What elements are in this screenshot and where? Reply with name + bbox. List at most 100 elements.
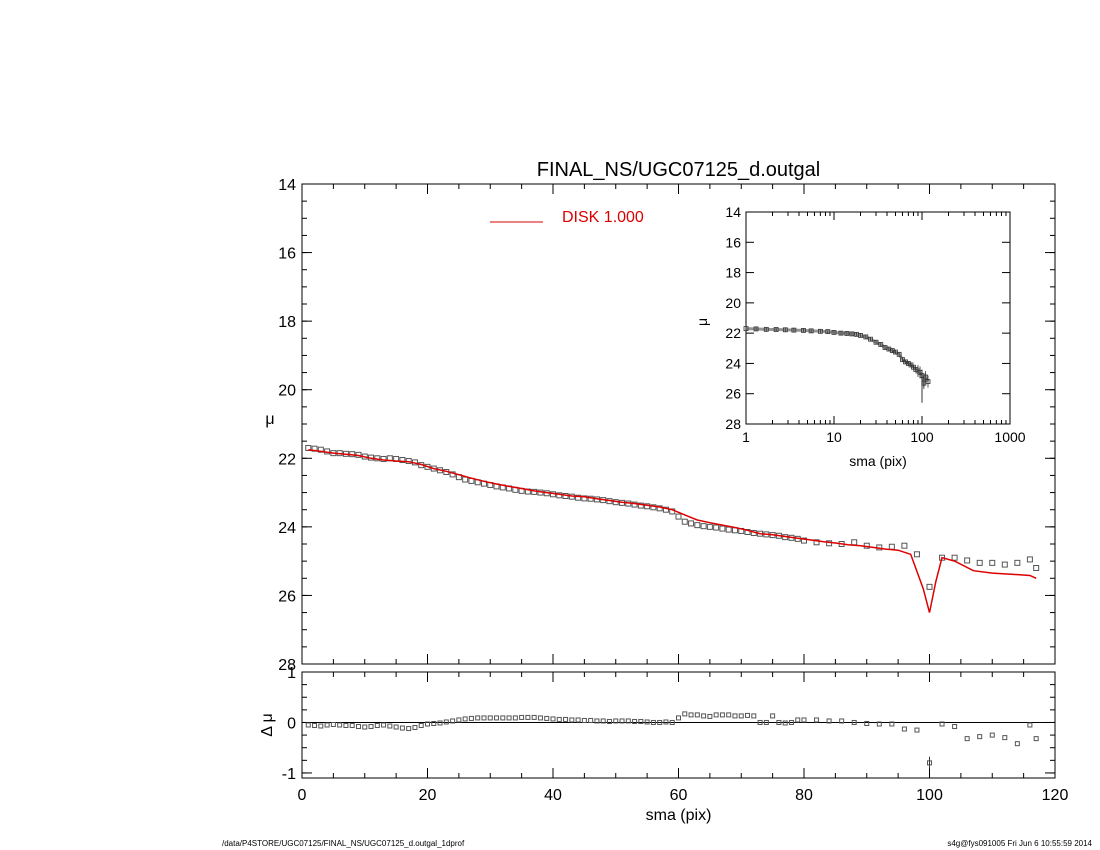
inset-point (849, 331, 855, 337)
observed-point (575, 494, 582, 501)
y-tick-label: 28 (278, 657, 296, 674)
residual-point (343, 723, 349, 729)
inset-point (863, 334, 869, 340)
inset-y-tick-label: 20 (725, 295, 741, 311)
observed-point (462, 476, 469, 483)
residual-point (663, 719, 669, 725)
inset-y-tick-label: 22 (725, 325, 741, 341)
inset-point (873, 339, 879, 345)
residual-point (939, 721, 945, 727)
residual-point (349, 723, 355, 729)
observed-point (675, 513, 682, 520)
chart-title: FINAL_NS/UGC07125_d.outgal (537, 159, 821, 181)
residual-point (676, 715, 681, 721)
inset-y-tick-label: 18 (725, 265, 741, 281)
residual-y-tick-label: -1 (282, 766, 296, 783)
residual-point (876, 721, 882, 727)
residual-point (337, 722, 343, 728)
observed-point (813, 539, 820, 546)
y-tick-label: 14 (278, 177, 296, 194)
y-tick-label: 22 (278, 451, 296, 468)
residual-point (393, 724, 399, 730)
residual-point (450, 718, 456, 724)
residual-point (839, 718, 845, 724)
residual-point (588, 717, 594, 723)
inset-point (782, 327, 788, 333)
y-tick-label: 16 (278, 246, 296, 263)
observed-point (801, 537, 807, 544)
residual-point (826, 718, 832, 724)
residual-point (355, 724, 361, 730)
residual-point (544, 715, 550, 721)
residual-point (506, 715, 512, 721)
inset-point (905, 361, 911, 366)
residual-point (443, 719, 449, 725)
model-line (308, 448, 1037, 613)
residual-point (312, 723, 318, 729)
observed-point (725, 526, 732, 533)
observed-point (913, 551, 920, 558)
inset-point (831, 329, 837, 335)
residual-point (644, 719, 650, 725)
residual-point (519, 714, 525, 720)
residual-point (1027, 722, 1033, 728)
residual-point (650, 719, 656, 725)
residual-point (330, 721, 336, 727)
observed-point (719, 525, 726, 532)
residual-point (537, 715, 543, 721)
observed-point (1001, 561, 1008, 568)
residual-point (500, 715, 506, 721)
footer-user-timestamp: s4g@fys091005 Fri Jun 6 10:55:59 2014 (947, 839, 1092, 848)
inset-point (886, 346, 892, 352)
residual-point (726, 712, 732, 718)
observed-point (305, 445, 312, 451)
residual-y-tick-label: 0 (287, 715, 296, 732)
residual-point (632, 718, 638, 724)
residual-point (864, 720, 870, 726)
residual-point (305, 722, 311, 728)
residual-point (638, 718, 644, 724)
residual-point (795, 717, 801, 723)
observed-point (650, 504, 657, 511)
residual-point (901, 726, 907, 732)
residual-point (619, 718, 625, 724)
inset-x-tick-label: 100 (910, 429, 934, 445)
observed-point (637, 502, 644, 509)
x-tick-label: 80 (795, 787, 813, 804)
inset-point (889, 348, 895, 353)
residual-point (412, 725, 418, 731)
inset-x-tick-label: 1 (742, 429, 750, 445)
residual-point (512, 715, 518, 721)
residual-point (569, 717, 575, 723)
observed-point (744, 529, 751, 535)
observed-point (976, 559, 983, 566)
plot-frame (301, 671, 1056, 779)
inset-point (825, 329, 831, 335)
observed-point (888, 543, 895, 550)
plot-frame (745, 211, 1011, 425)
residual-point (387, 723, 393, 729)
inset-x-tick-label: 1000 (994, 429, 1025, 445)
residual-point (914, 727, 920, 733)
residual-point (738, 713, 744, 719)
x-tick-label: 120 (1042, 787, 1069, 804)
residual-point (701, 713, 707, 719)
residual-point (977, 734, 983, 740)
inset-point (838, 330, 844, 336)
inset-y-axis-label: μ (694, 318, 710, 326)
residual-point (1033, 736, 1039, 742)
residual-point (688, 712, 694, 718)
inset-x-tick-label: 10 (826, 429, 842, 445)
residual-point (468, 715, 474, 721)
residual-point (324, 722, 330, 728)
x-tick-label: 100 (916, 787, 943, 804)
residual-point (707, 713, 713, 719)
main-plot: 14 16 18 20 22 24 26 28 FINAL_NS/UGC07125_d.outg… (265, 159, 1056, 674)
inset-y-tick-label: 14 (725, 204, 741, 220)
observed-point (581, 495, 588, 502)
residual-y-tick-label: 1 (287, 665, 296, 682)
inset-point (878, 342, 884, 347)
residual-point (431, 720, 437, 726)
inset-point (773, 327, 779, 332)
